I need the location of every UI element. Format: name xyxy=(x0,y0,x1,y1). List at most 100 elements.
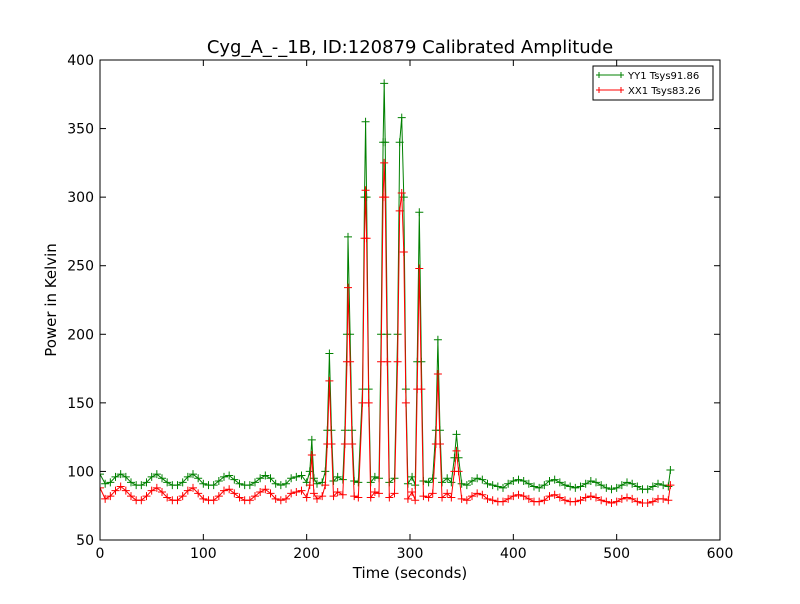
data-point xyxy=(313,494,321,503)
data-point xyxy=(519,492,528,501)
data-point xyxy=(530,482,538,491)
data-point xyxy=(550,475,559,484)
data-point xyxy=(111,486,120,495)
data-point xyxy=(607,498,616,507)
series-0 xyxy=(100,79,675,494)
data-point xyxy=(116,482,125,491)
data-point xyxy=(183,486,192,495)
data-point xyxy=(443,489,452,498)
data-point xyxy=(194,474,203,483)
data-point xyxy=(424,478,433,487)
data-point xyxy=(566,482,575,491)
data-point xyxy=(276,496,285,505)
data-point xyxy=(152,483,161,492)
data-point xyxy=(586,477,595,486)
data-point xyxy=(271,494,280,503)
data-point xyxy=(235,479,244,488)
data-point xyxy=(354,478,363,487)
data-point xyxy=(555,478,564,487)
data-point xyxy=(199,494,208,503)
data-point xyxy=(152,470,161,479)
data-point xyxy=(648,497,657,506)
data-point xyxy=(607,485,616,494)
data-point xyxy=(101,479,110,488)
data-point xyxy=(571,483,580,492)
y-tick-label: 50 xyxy=(76,533,94,549)
data-point xyxy=(452,446,461,455)
data-point xyxy=(561,496,569,505)
data-point xyxy=(380,158,389,167)
data-point xyxy=(540,496,549,505)
data-point xyxy=(282,479,290,488)
data-point xyxy=(100,483,104,492)
plot-area xyxy=(99,59,721,541)
series-1 xyxy=(100,158,675,507)
data-point xyxy=(393,357,402,366)
data-point xyxy=(127,478,135,487)
data-point xyxy=(483,494,492,503)
plot-frame xyxy=(99,59,721,541)
data-point xyxy=(173,496,182,505)
data-point xyxy=(628,479,637,488)
data-point xyxy=(576,496,585,505)
legend-swatch-marker xyxy=(618,87,624,93)
data-point xyxy=(230,489,239,498)
data-point xyxy=(457,479,466,488)
data-point xyxy=(100,470,104,479)
y-tick-label: 400 xyxy=(67,53,94,69)
data-point xyxy=(643,498,652,507)
data-point xyxy=(438,493,447,502)
y-axis: 50 100 150 200 250 300 350 400 xyxy=(67,53,720,549)
data-point xyxy=(318,492,327,501)
data-point xyxy=(617,481,626,490)
data-point xyxy=(385,493,394,502)
data-point xyxy=(401,398,410,407)
data-point xyxy=(415,208,424,217)
data-point xyxy=(664,496,673,505)
data-point xyxy=(137,481,146,490)
data-point xyxy=(623,493,631,502)
data-point xyxy=(535,497,544,506)
data-point xyxy=(307,435,316,444)
data-point xyxy=(147,486,156,495)
data-point xyxy=(381,193,390,202)
data-point xyxy=(256,488,265,496)
data-point xyxy=(225,485,234,494)
data-point xyxy=(364,398,373,407)
data-point xyxy=(535,483,544,492)
data-point xyxy=(424,493,433,502)
data-point xyxy=(292,488,301,496)
data-point xyxy=(443,474,452,483)
data-point xyxy=(147,472,156,481)
data-point xyxy=(488,481,497,490)
x-axis: 0 100 200 300 400 500 600 xyxy=(96,60,733,562)
data-point xyxy=(633,497,642,506)
data-point xyxy=(199,479,208,488)
data-point xyxy=(214,492,223,501)
data-point xyxy=(333,488,342,496)
data-point xyxy=(194,489,203,498)
data-point xyxy=(370,488,379,496)
data-point xyxy=(163,478,172,487)
data-point xyxy=(276,481,285,490)
data-point xyxy=(101,494,110,503)
data-point xyxy=(121,486,130,495)
data-point xyxy=(514,475,523,484)
data-point xyxy=(509,492,518,501)
data-point xyxy=(654,479,662,488)
data-point xyxy=(666,466,675,475)
data-point xyxy=(617,494,626,503)
data-point xyxy=(361,117,370,126)
data-point xyxy=(333,472,342,481)
data-point xyxy=(305,481,314,490)
data-point xyxy=(214,477,223,486)
data-point xyxy=(602,497,611,506)
legend-swatch-marker xyxy=(596,72,602,78)
data-point xyxy=(381,138,390,147)
data-point xyxy=(571,497,580,506)
x-tick-label: 100 xyxy=(190,546,217,562)
data-point xyxy=(158,474,166,483)
legend: YY1 Tsys91.86 XX1 Tsys83.26 xyxy=(592,65,714,101)
y-tick-label: 150 xyxy=(67,396,94,412)
